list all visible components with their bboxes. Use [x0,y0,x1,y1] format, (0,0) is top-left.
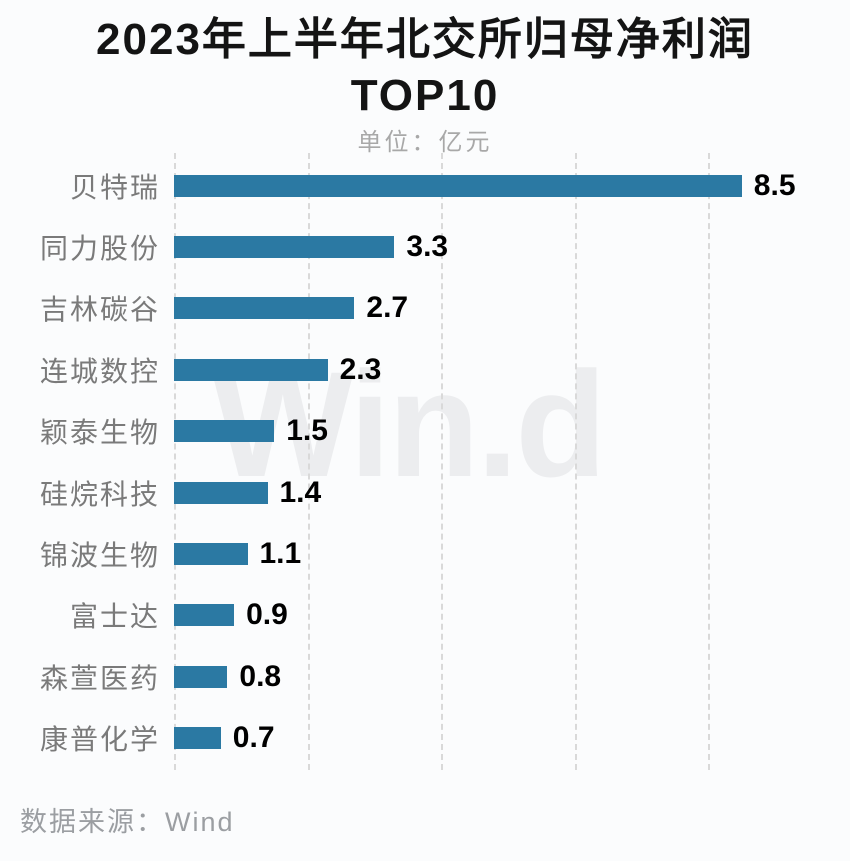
data-source: 数据来源：Wind [20,807,235,837]
bar-row: 锦波生物 1.1 [0,523,850,584]
category-label: 康普化学 [39,724,160,756]
bar [174,543,248,566]
value-label: 1.4 [279,475,322,509]
bar-row: 贝特瑞 8.5 [0,155,850,216]
bar-row: 颖泰生物 1.5 [0,401,850,462]
value-label: 3.3 [406,230,449,264]
category-label: 硅烷科技 [39,478,160,510]
bar-row: 硅烷科技 1.4 [0,462,850,523]
bar-row: 森萱医药 0.8 [0,646,850,707]
gridline [441,153,444,770]
bar-row: 吉林碳谷 2.7 [0,278,850,339]
category-label: 锦波生物 [39,540,160,572]
gridline [174,153,176,770]
bar [174,297,355,320]
bar [174,236,395,259]
bar [174,358,328,381]
value-label: 0.8 [239,659,282,693]
bar-row: 同力股份 3.3 [0,216,850,277]
category-label: 吉林碳谷 [39,294,160,326]
value-label: 2.3 [339,352,382,386]
gridline [574,153,577,770]
value-label: 0.9 [246,598,288,632]
value-label: 0.7 [232,721,275,755]
bar-row: 连城数控 2.3 [0,339,850,400]
bar [174,727,221,750]
bar-rows: 贝特瑞 8.5 同力股份 3.3 吉林碳谷 2.7 连城数控 2.3 颖泰生物 [0,153,850,770]
chart-title-line1: 2023年上半年北交所归母净利润 [96,15,754,64]
unit-label: 单位：亿元 [357,129,493,156]
bar [174,174,742,197]
bar [174,481,268,504]
value-label: 1.5 [286,414,328,448]
plot-area: Win.d 贝特瑞 8.5 同力股份 3.3 吉林碳谷 2.7 连城数控 2.3 [0,153,850,770]
category-label: 贝特瑞 [69,171,160,203]
value-label: 8.5 [753,168,796,202]
bar-row: 康普化学 0.7 [0,708,850,769]
category-label: 同力股份 [39,233,160,265]
value-label: 2.7 [366,291,409,325]
category-label: 连城数控 [39,355,160,387]
chart-title: 2023年上半年北交所归母净利润 TOP10 [0,12,850,124]
category-label: 森萱医药 [39,662,160,694]
bar [174,665,228,688]
category-label: 颖泰生物 [39,417,160,449]
bar [174,420,275,443]
category-label: 富士达 [69,601,160,633]
gridline [307,153,310,770]
bar [174,604,235,627]
bar-row: 富士达 0.9 [0,585,850,646]
gridline [708,153,711,770]
chart-title-line2: TOP10 [350,71,500,120]
value-label: 1.1 [259,537,302,571]
